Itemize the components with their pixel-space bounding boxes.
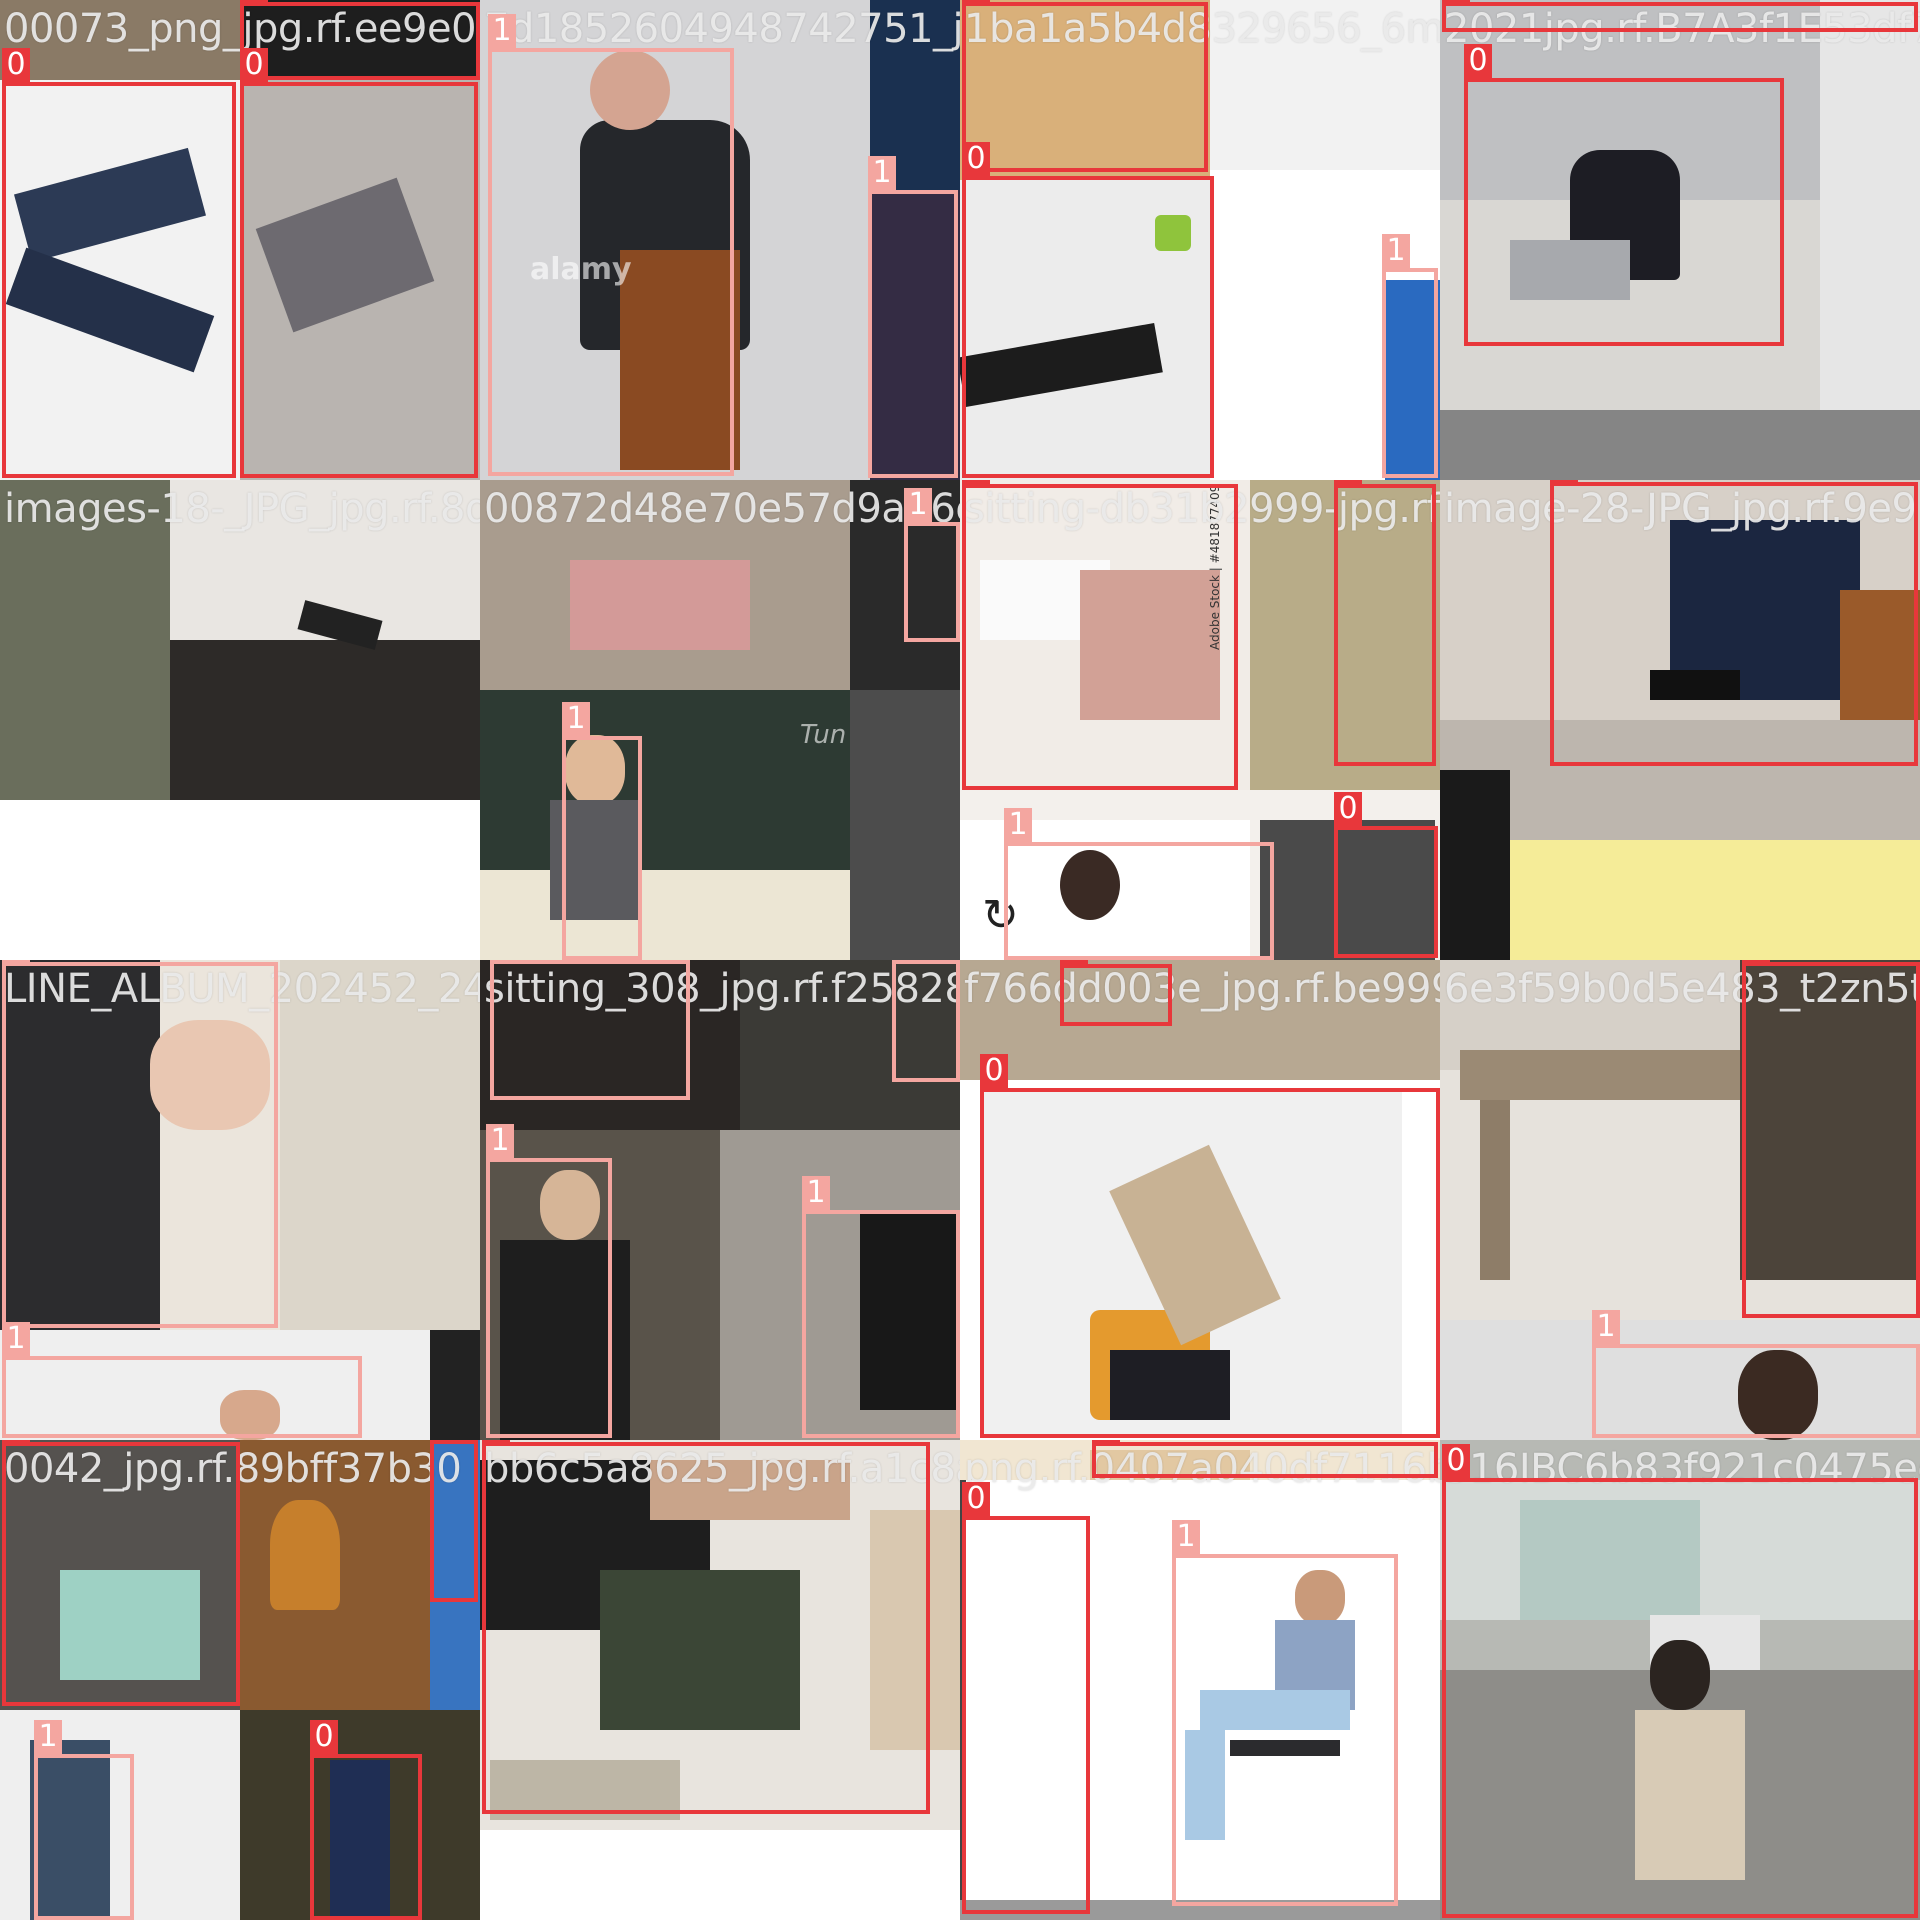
- class-tag: 0: [962, 480, 990, 484]
- tile: Tun 00872d48e70e57d9a46eb2a5 1 1: [480, 480, 960, 960]
- class-tag: 1: [488, 14, 516, 48]
- class-tag: 0: [240, 48, 268, 82]
- class-tag: 1: [34, 1720, 62, 1754]
- bounding-box: 0: [1442, 1478, 1918, 1918]
- class-tag: 0: [1742, 960, 1770, 962]
- class-tag: 1: [2, 1322, 30, 1356]
- tile: image-28-JPG_jpg.rf.9e9 0: [1440, 480, 1920, 960]
- tile: bb6c5a8625_jpg.rf.a1c8a0a67801 0: [480, 1440, 960, 1920]
- class-tag: 0: [240, 0, 268, 2]
- bounding-box: 0: [1550, 482, 1918, 766]
- bounding-box: 1: [34, 1754, 134, 1920]
- class-tag: 1: [868, 156, 896, 190]
- tile: 6e3f59b0d5e483_t2zn5t2 0 1: [1440, 960, 1920, 1440]
- class-tag: 0: [1092, 1440, 1120, 1442]
- tile-label: images-18-_JPG_jpg.rf.8d3c0: [4, 486, 480, 532]
- tile: ↻ Adobe Stock | #481877409 sitting-db31b…: [960, 480, 1440, 960]
- bounding-box: 0: [1334, 484, 1436, 766]
- bounding-box: 0: [240, 82, 478, 478]
- class-tag: 0: [1334, 792, 1362, 826]
- bounding-box: 0: [482, 1442, 930, 1814]
- tile: alamy 7d1852604948742751_jpg.rf.5 1 1: [480, 0, 960, 480]
- class-tag: 1: [2, 960, 30, 962]
- tile: 0042_jpg.rf.89bff37b30 0 0 1 0: [0, 1440, 480, 1920]
- bounding-box: 0: [1060, 964, 1172, 1026]
- class-tag: 0: [1550, 480, 1578, 482]
- bounding-box: 0: [962, 1516, 1090, 1914]
- class-tag: 1: [904, 488, 932, 522]
- bounding-box: 0: [962, 484, 1238, 790]
- bounding-box: 1: [562, 736, 642, 960]
- bounding-box: 1: [868, 190, 958, 478]
- class-tag: 0: [2, 1440, 30, 1442]
- bounding-box: 0: [1334, 826, 1438, 958]
- bounding-box: 1: [2, 962, 278, 1328]
- class-tag: 0: [1464, 44, 1492, 78]
- bounding-box: 0: [310, 1754, 422, 1920]
- tile-label: 00872d48e70e57d9a46eb2a5: [484, 486, 960, 532]
- bounding-box: 1: [1592, 1344, 1920, 1438]
- tile: LINE_ALBUM_202452_2405 1 1: [0, 960, 480, 1440]
- class-tag: 0: [310, 1720, 338, 1754]
- class-tag: 0: [482, 1440, 510, 1442]
- tile: images-18-_JPG_jpg.rf.8d3c0: [0, 480, 480, 960]
- blackboard-text: Tun: [800, 720, 846, 750]
- class-tag: 1: [486, 1124, 514, 1158]
- class-tag: 0: [1442, 1444, 1470, 1478]
- class-tag: 0: [1334, 480, 1362, 484]
- bounding-box: 1: [1004, 842, 1274, 960]
- bounding-box: 0: [1742, 962, 1920, 1318]
- bounding-box: 0: [962, 2, 1208, 172]
- bounding-box: 1: [892, 960, 960, 1082]
- class-tag: 0: [1442, 0, 1470, 2]
- bounding-box: 0: [1442, 2, 1918, 32]
- class-tag: 1: [1592, 1310, 1620, 1344]
- bounding-box: 1: [802, 1210, 960, 1438]
- class-tag: 1: [562, 702, 590, 736]
- bounding-box: 1: [486, 1158, 612, 1438]
- class-tag: 1: [1382, 234, 1410, 268]
- bounding-box: 0: [962, 176, 1214, 478]
- class-tag: 1: [1172, 1520, 1200, 1554]
- bounding-box: 0: [980, 1088, 1440, 1438]
- tile: sitting_308_jpg.rf.f25828-_jpg.rf.3 1 1 …: [480, 960, 960, 1440]
- tile-label: 7d1852604948742751_jpg.rf.5: [484, 6, 960, 52]
- class-tag: 0: [980, 1054, 1008, 1088]
- tile: 00073_png_jpg.rf.ee9e0129 0 0 0: [0, 0, 480, 480]
- bounding-box: 0: [430, 1440, 478, 1602]
- class-tag: 1: [1004, 808, 1032, 842]
- bounding-box: 0: [2, 82, 236, 478]
- tile: 1ba1a5b4d8329656_6m20 0 0 1: [960, 0, 1440, 480]
- tile-label: f766dd003e_jpg.rf.be9990ab: [964, 966, 1440, 1012]
- class-tag: 0: [962, 1482, 990, 1516]
- tile: f766dd003e_jpg.rf.be9990ab 0 0: [960, 960, 1440, 1440]
- bounding-box: 0: [2, 1442, 240, 1706]
- bounding-box: 1: [2, 1356, 362, 1438]
- bounding-box: 0: [240, 2, 480, 80]
- tile: png.rf.0407a040df7116be 0 0 1: [960, 1440, 1440, 1920]
- class-tag: 1: [802, 1176, 830, 1210]
- bounding-box: 0: [1092, 1442, 1438, 1478]
- tile: 2021jpg.rf.B7A3f1E53df7e5 0 0: [1440, 0, 1920, 480]
- bounding-box: 1: [490, 960, 690, 1100]
- tile: 316IBC6b83f921c0475eed6 0: [1440, 1440, 1920, 1920]
- bounding-box: 1: [904, 522, 960, 642]
- bounding-box: 1: [488, 48, 734, 476]
- class-tag: 0: [1060, 960, 1088, 964]
- bounding-box: 0: [1464, 78, 1784, 346]
- class-tag: 0: [962, 142, 990, 176]
- bounding-box: 1: [1382, 268, 1438, 478]
- class-tag: 0: [962, 0, 990, 2]
- bounding-box: 1: [1172, 1554, 1398, 1906]
- class-tag: 0: [2, 48, 30, 82]
